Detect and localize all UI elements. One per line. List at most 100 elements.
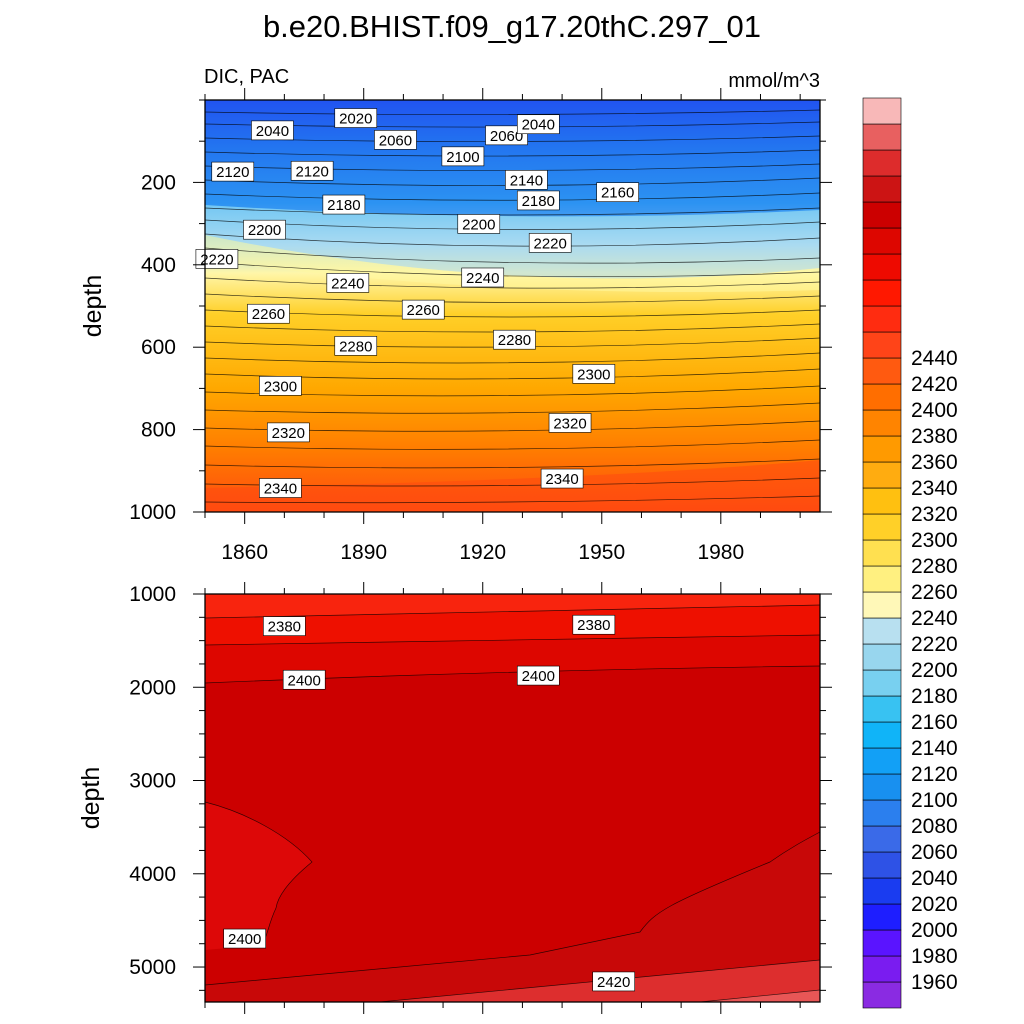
- bottom-y-tick-label: 2000: [129, 676, 176, 699]
- bottom-panel-frame: [204, 593, 821, 1003]
- colorbar-swatch: [862, 175, 902, 203]
- top-x-ticks: [204, 88, 801, 524]
- top-contour-label-text: 2220: [534, 235, 567, 252]
- top-contour-label-box: [267, 422, 310, 443]
- bottom-contour-label-text: 2400: [288, 672, 321, 689]
- top-contour-label: 2020: [334, 108, 378, 128]
- colorbar-tick-label: 2240: [911, 607, 958, 630]
- colorbar-tick-label: 2360: [911, 451, 958, 474]
- colorbar-swatch: [862, 851, 902, 879]
- colorbar-swatch: [862, 513, 902, 541]
- top-contour-label-text: 2320: [272, 425, 305, 442]
- colorbar-tick-label: 2060: [911, 841, 958, 864]
- top-y-ticks: [193, 99, 832, 513]
- bottom-left-pocket: [205, 802, 312, 950]
- top-contour-label-box: [572, 364, 616, 384]
- bottom-deep-band: [205, 832, 820, 1002]
- top-contour-label: 2260: [401, 299, 445, 320]
- top-light-blue-band: [205, 205, 820, 279]
- colorbar-swatch: [862, 331, 902, 359]
- top-contour-label: 2220: [528, 233, 572, 253]
- colorbar-swatch: [862, 279, 902, 307]
- bottom-contour-label: 2380: [263, 616, 306, 636]
- colorbar-swatch: [862, 201, 902, 229]
- colorbar-swatch: [862, 877, 902, 905]
- top-contour-label-text: 2340: [264, 481, 297, 498]
- colorbar-tick-label: 2280: [911, 555, 958, 578]
- bottom-contour-label-text: 2380: [577, 617, 610, 634]
- top-y-tick-label: 1000: [129, 501, 176, 524]
- top-contour-label-text: 2320: [553, 415, 586, 432]
- bottom-y-tick-label: 1000: [129, 583, 176, 606]
- top-contour-label-box: [334, 336, 378, 356]
- top-contour-label: 2160: [596, 182, 639, 202]
- top-contour-label-box: [259, 478, 302, 498]
- colorbar-swatch: [862, 123, 902, 151]
- top-contour-label-box: [505, 170, 548, 190]
- top-contour-label-box: [322, 194, 366, 215]
- top-contour-label-text: 2240: [466, 270, 499, 287]
- bottom-contour-label-text: 2420: [597, 974, 630, 991]
- bottom-y-tick-label: 5000: [129, 956, 176, 979]
- colorbar-tick-label: 2140: [911, 737, 958, 760]
- top-contour-label: 2040: [251, 120, 294, 141]
- top-contour-label-box: [195, 249, 239, 269]
- bottom-contour-label: 2400: [282, 669, 326, 690]
- top-contour-label: 2340: [259, 478, 302, 498]
- top-y-tick-label: 400: [141, 254, 176, 277]
- top-contour-label-box: [461, 267, 505, 288]
- panel-subtitle-left: DIC, PAC: [204, 66, 289, 88]
- colorbar-tick-label: 2220: [911, 633, 958, 656]
- bottom-y-axis-label: depth: [77, 767, 105, 830]
- bottom-contour-label-box: [516, 665, 560, 686]
- colorbar-tick-label: 2300: [911, 529, 958, 552]
- top-contour-label-box: [326, 273, 370, 293]
- bottom-contour-label-text: 2400: [228, 931, 261, 948]
- colorbar-swatch: [862, 461, 902, 489]
- top-contour-label-box: [528, 233, 572, 253]
- colorbar-tick-label: 1960: [911, 971, 958, 994]
- colorbar-swatch: [862, 617, 902, 645]
- colorbar-swatch: [862, 669, 902, 697]
- top-contour-label-text: 2040: [256, 123, 289, 140]
- top-contour-label: 2300: [572, 364, 616, 384]
- top-contour-label-box: [516, 190, 560, 211]
- top-contour-label-box: [259, 376, 302, 396]
- top-contour-label-text: 2300: [577, 366, 610, 383]
- colorbar-tick-label: 2120: [911, 763, 958, 786]
- top-contour-label-text: 2060: [490, 128, 523, 145]
- colorbar-swatch: [862, 357, 902, 385]
- top-contour-label: 2280: [334, 336, 378, 356]
- bottom-panel: 2380 2380 2400 2400 2400 2420 1000 2000 3000 400…: [77, 582, 832, 1014]
- top-contour-label-box: [548, 413, 592, 433]
- top-contour-label: 2260: [247, 303, 290, 324]
- colorbar-swatch: [862, 409, 902, 437]
- top-contour-label-text: 2040: [522, 117, 555, 134]
- top-contour-label: 2040: [516, 114, 560, 135]
- colorbar-swatch: [862, 955, 902, 983]
- top-contour-label: 2060: [374, 130, 417, 150]
- colorbar-tick-label: 2420: [911, 373, 958, 396]
- top-contour-label: 2320: [267, 422, 310, 443]
- top-x-tick-label: 1860: [221, 541, 268, 564]
- bottom-contour-label-text: 2400: [522, 668, 555, 685]
- colorbar-swatch: [862, 97, 902, 125]
- top-contour-label-box: [247, 303, 290, 324]
- top-contour-label-box: [540, 468, 584, 489]
- top-y-tick-labels: 200 400 600 800 1000: [129, 171, 176, 524]
- top-contour-label: 2300: [259, 376, 302, 396]
- colorbar-swatch: [862, 695, 902, 723]
- colorbar-swatch: [862, 383, 902, 411]
- top-contour-label-box: [334, 108, 378, 128]
- top-contour-label-text: 2020: [339, 111, 372, 128]
- colorbar-tick-label: 2080: [911, 815, 958, 838]
- top-contour-label: 2140: [505, 170, 548, 190]
- top-contour-label-text: 2200: [462, 216, 495, 233]
- top-contour-label: 2180: [516, 190, 560, 211]
- top-pale-yellow-band: [205, 235, 820, 292]
- top-contour-label-text: 2140: [510, 172, 543, 189]
- colorbar-swatch: [862, 825, 902, 853]
- colorbar: 1960 1980 2000 2020 2040 2060 2080 2100 2120 2140…: [862, 97, 958, 1009]
